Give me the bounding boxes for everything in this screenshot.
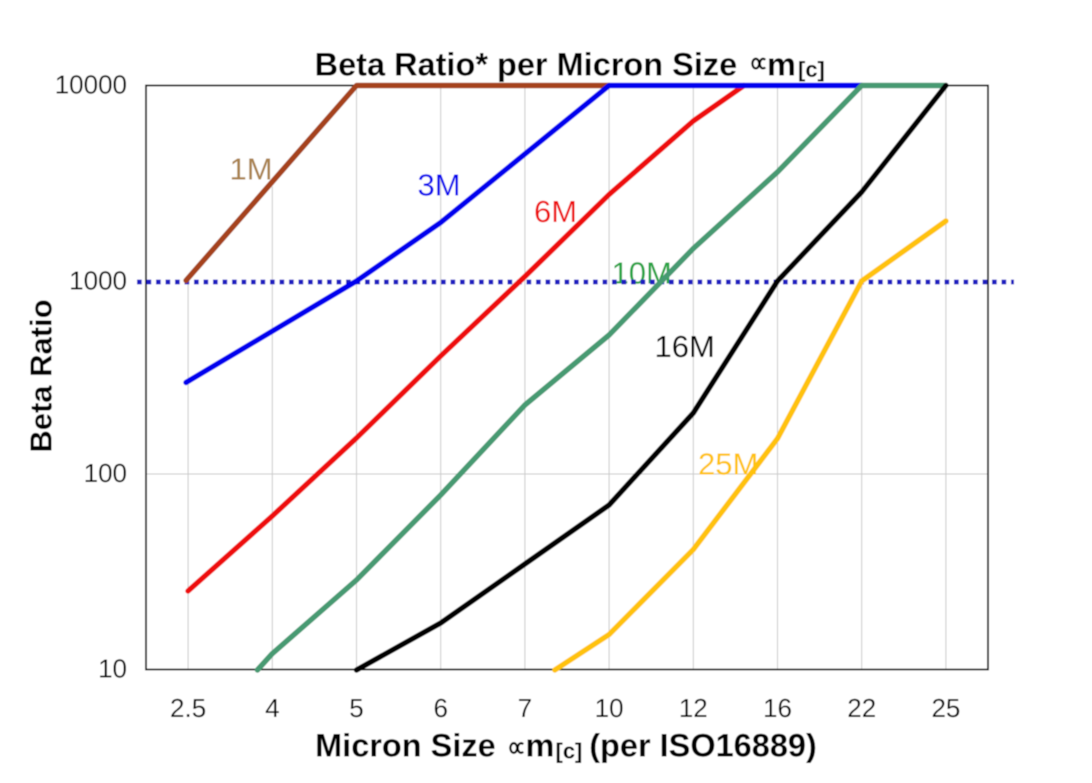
svg-text:10M: 10M — [612, 256, 672, 291]
svg-text:Beta Ratio: Beta Ratio — [24, 299, 59, 452]
svg-text:3M: 3M — [418, 167, 461, 202]
svg-text:10: 10 — [98, 653, 127, 683]
svg-text:m: m — [526, 728, 555, 764]
svg-text:m: m — [767, 46, 796, 82]
svg-text:[c]: [c] — [556, 739, 583, 764]
svg-text:(per ISO16889): (per ISO16889) — [589, 728, 817, 764]
svg-text:6M: 6M — [534, 194, 577, 229]
svg-text:12: 12 — [679, 693, 708, 723]
svg-text:1M: 1M — [230, 152, 273, 187]
svg-text:Micron Size: Micron Size — [315, 728, 496, 764]
svg-text:6: 6 — [433, 693, 447, 723]
svg-text:5: 5 — [349, 693, 363, 723]
svg-text:1000: 1000 — [69, 265, 127, 295]
svg-text:25: 25 — [931, 693, 960, 723]
svg-text:[c]: [c] — [798, 57, 825, 82]
svg-text:22: 22 — [847, 693, 876, 723]
svg-text:100: 100 — [84, 458, 127, 488]
svg-text:16: 16 — [763, 693, 792, 723]
svg-text:10000: 10000 — [55, 70, 127, 100]
svg-text:2.5: 2.5 — [170, 693, 206, 723]
svg-text:4: 4 — [265, 693, 279, 723]
svg-text:Beta Ratio* per Micron Size: Beta Ratio* per Micron Size — [315, 46, 738, 82]
svg-text:10: 10 — [595, 693, 624, 723]
svg-text:16M: 16M — [655, 329, 715, 364]
svg-text:7: 7 — [518, 693, 532, 723]
